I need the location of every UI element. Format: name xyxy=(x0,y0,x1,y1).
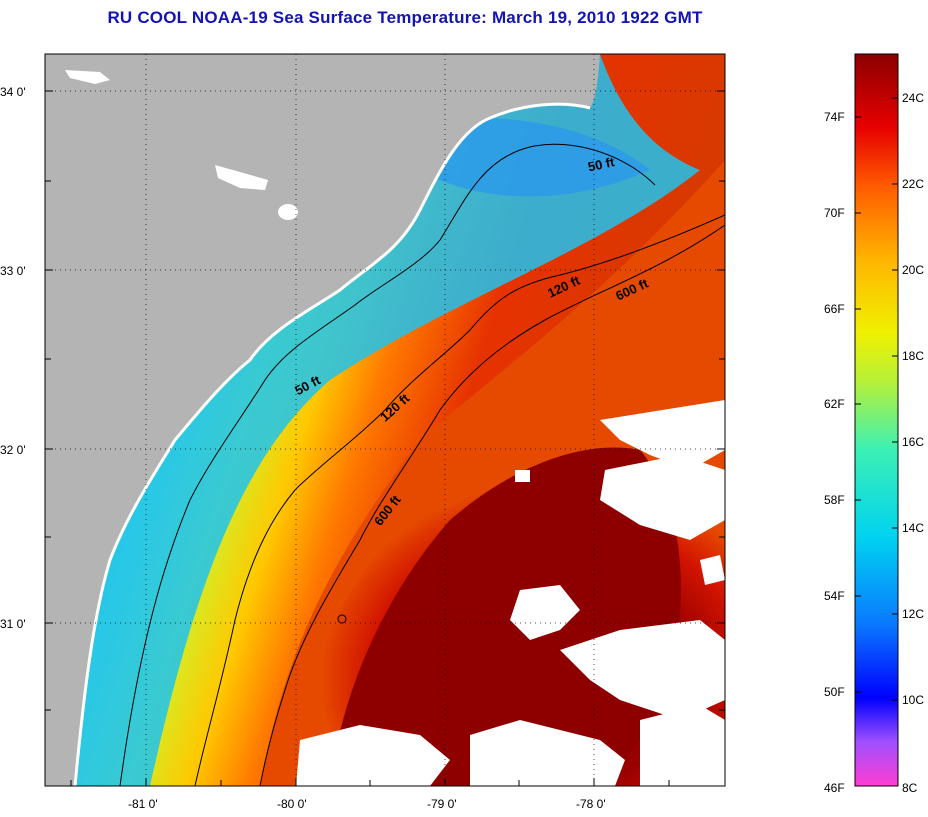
celsius-label: 10C xyxy=(902,693,924,707)
lon-label: -78 0' xyxy=(576,797,606,811)
lat-label: 32 0' xyxy=(0,443,26,457)
isobath-120ft xyxy=(194,214,725,786)
fahrenheit-label: 70F xyxy=(824,206,845,220)
inland-lake xyxy=(278,204,298,220)
inland-lake xyxy=(65,70,110,84)
celsius-label: 18C xyxy=(902,349,924,363)
contour-label: 50 ft xyxy=(587,154,617,174)
coastline xyxy=(73,102,591,786)
cloud-cover xyxy=(296,400,725,786)
fahrenheit-label: 50F xyxy=(824,685,845,699)
fahrenheit-label: 74F xyxy=(824,110,845,124)
fahrenheit-label: 54F xyxy=(824,589,845,603)
celsius-label: 24C xyxy=(902,91,924,105)
nearshore-blue-water xyxy=(420,117,650,197)
lat-label: 31 0' xyxy=(0,617,26,631)
map-title: RU COOL NOAA-19 Sea Surface Temperature:… xyxy=(107,8,703,27)
colorbar-gradient xyxy=(854,53,899,787)
latitude-labels: 34 0' 33 0' 32 0' 31 0' xyxy=(0,85,26,631)
map-frame xyxy=(44,53,726,787)
lat-label: 33 0' xyxy=(0,264,26,278)
celsius-label: 16C xyxy=(902,435,924,449)
lon-label: -80 0' xyxy=(277,797,307,811)
isobath-600ft xyxy=(259,224,725,786)
celsius-label: 14C xyxy=(902,521,924,535)
celsius-label: 22C xyxy=(902,177,924,191)
celsius-label: 8C xyxy=(902,781,918,795)
map-ticks xyxy=(45,90,725,786)
isobath-50ft xyxy=(119,143,656,786)
lon-label: -79 0' xyxy=(427,797,457,811)
station-marker xyxy=(337,614,347,624)
fahrenheit-label: 58F xyxy=(824,493,845,507)
sst-map xyxy=(45,54,725,786)
lon-label: -81 0' xyxy=(128,797,158,811)
celsius-label: 20C xyxy=(902,263,924,277)
temperature-colorbar: 74F 70F 66F 62F 58F 54F 50F 46F 24C 22C … xyxy=(824,53,924,795)
lat-label: 34 0' xyxy=(0,85,26,99)
fahrenheit-label: 62F xyxy=(824,397,845,411)
celsius-label: 12C xyxy=(902,607,924,621)
warm-core-center xyxy=(330,447,681,786)
graticule xyxy=(45,54,725,786)
longitude-labels: -81 0' -80 0' -79 0' -78 0' xyxy=(128,797,606,811)
land-mass xyxy=(45,54,600,786)
fahrenheit-label: 46F xyxy=(824,781,845,795)
fahrenheit-label: 66F xyxy=(824,302,845,316)
inland-lake xyxy=(215,165,268,190)
